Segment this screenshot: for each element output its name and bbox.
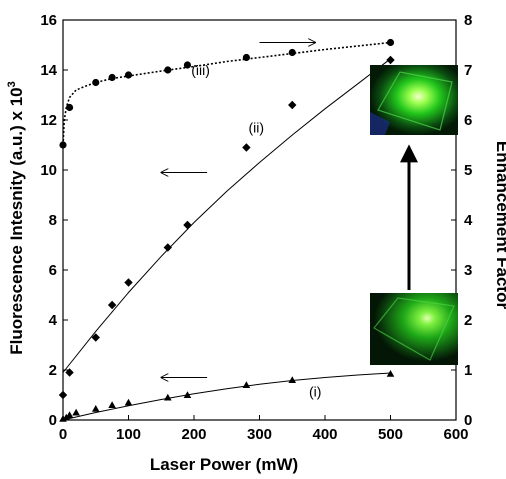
y-right-tick-label: 6 bbox=[464, 112, 472, 129]
data-point-series-1 bbox=[108, 401, 116, 409]
data-point-series-2 bbox=[163, 243, 172, 252]
y-axis-right-label: Enhancement Factor bbox=[493, 141, 506, 310]
data-point-series-2 bbox=[124, 278, 133, 287]
y-axis-left-label: Fluorescence Intesnity (a.u.) x 103 bbox=[6, 81, 26, 355]
fit-line-series-1 bbox=[62, 372, 391, 421]
y-right-tick-label: 2 bbox=[464, 312, 472, 329]
data-point-series-3 bbox=[242, 53, 250, 62]
data-point-series-1 bbox=[288, 376, 297, 384]
y-left-tick-label: 12 bbox=[40, 112, 57, 129]
data-point-series-3 bbox=[164, 66, 172, 74]
y-axis-left-exponent: 3 bbox=[6, 81, 18, 87]
ticks-layer: 0 100 200 300 400 500 600024681012141601234567… bbox=[40, 12, 473, 443]
fit-lines bbox=[62, 41, 391, 421]
blue-tint bbox=[370, 112, 390, 135]
data-point-series-1 bbox=[386, 369, 395, 377]
x-tick-label: 500 bbox=[378, 426, 403, 443]
y-right-tick-label: 8 bbox=[464, 12, 472, 29]
data-point-series-3 bbox=[92, 78, 100, 87]
glass-slide-edge bbox=[373, 297, 455, 361]
x-tick-label: 600 bbox=[443, 426, 468, 443]
y-right-tick-label: 7 bbox=[464, 62, 472, 79]
data-point-series-1 bbox=[124, 398, 133, 406]
data-point-series-1 bbox=[65, 411, 74, 419]
x-tick-label: 400 bbox=[312, 426, 337, 443]
y-left-tick-label: 2 bbox=[49, 362, 57, 379]
y-right-tick-label: 1 bbox=[464, 362, 472, 379]
series-label: (iii) bbox=[191, 62, 210, 78]
data-point-series-1 bbox=[91, 404, 100, 412]
x-tick-label: 100 bbox=[116, 426, 141, 443]
annotations: (i) (ii) (iii) bbox=[161, 43, 321, 399]
x-tick-label: 0 bbox=[59, 426, 67, 443]
y-left-tick-label: 6 bbox=[49, 262, 57, 279]
data-point-series-2 bbox=[65, 368, 74, 377]
data-point-series-3 bbox=[288, 48, 296, 57]
glass-slide-edge bbox=[377, 71, 453, 131]
data-point-series-2 bbox=[242, 143, 251, 152]
data-point-series-2 bbox=[58, 390, 68, 400]
y-left-tick-label: 16 bbox=[40, 12, 57, 29]
y-right-tick-label: 3 bbox=[464, 262, 472, 279]
y-left-tick-label: 0 bbox=[49, 412, 57, 429]
data-point-series-3 bbox=[65, 103, 74, 112]
data-point-series-2 bbox=[386, 55, 395, 65]
y-right-tick-label: 5 bbox=[464, 162, 472, 179]
y-right-tick-label: 0 bbox=[464, 412, 472, 429]
y-left-tick-label: 4 bbox=[49, 312, 58, 329]
data-points bbox=[58, 38, 395, 422]
inset-photo-top bbox=[370, 65, 458, 135]
y-left-tick-label: 10 bbox=[40, 162, 57, 179]
data-point-series-2 bbox=[107, 300, 117, 310]
series-label: (i) bbox=[309, 383, 321, 399]
y-left-tick-label: 14 bbox=[40, 62, 57, 79]
data-point-series-2 bbox=[183, 220, 192, 230]
data-point-series-3 bbox=[59, 141, 67, 149]
fit-line-series-2 bbox=[62, 58, 391, 373]
data-point-series-1 bbox=[72, 408, 80, 416]
x-tick-label: 300 bbox=[247, 426, 272, 443]
data-point-series-1 bbox=[164, 393, 172, 401]
data-point-series-1 bbox=[183, 391, 192, 399]
data-point-series-3 bbox=[386, 38, 395, 47]
data-point-series-3 bbox=[124, 71, 133, 79]
data-point-series-1 bbox=[242, 381, 251, 389]
y-left-tick-label: 8 bbox=[49, 212, 57, 229]
y-right-tick-label: 4 bbox=[464, 212, 473, 229]
data-point-series-2 bbox=[91, 333, 100, 342]
data-point-series-3 bbox=[108, 73, 116, 82]
data-point-series-2 bbox=[288, 100, 297, 110]
series-label: (ii) bbox=[248, 120, 264, 136]
x-tick-label: 200 bbox=[181, 426, 206, 443]
data-point-series-3 bbox=[183, 61, 192, 69]
x-axis-label: Laser Power (mW) bbox=[150, 455, 298, 474]
fit-line-series-3 bbox=[62, 41, 391, 146]
inset-photo-bottom bbox=[370, 293, 458, 365]
